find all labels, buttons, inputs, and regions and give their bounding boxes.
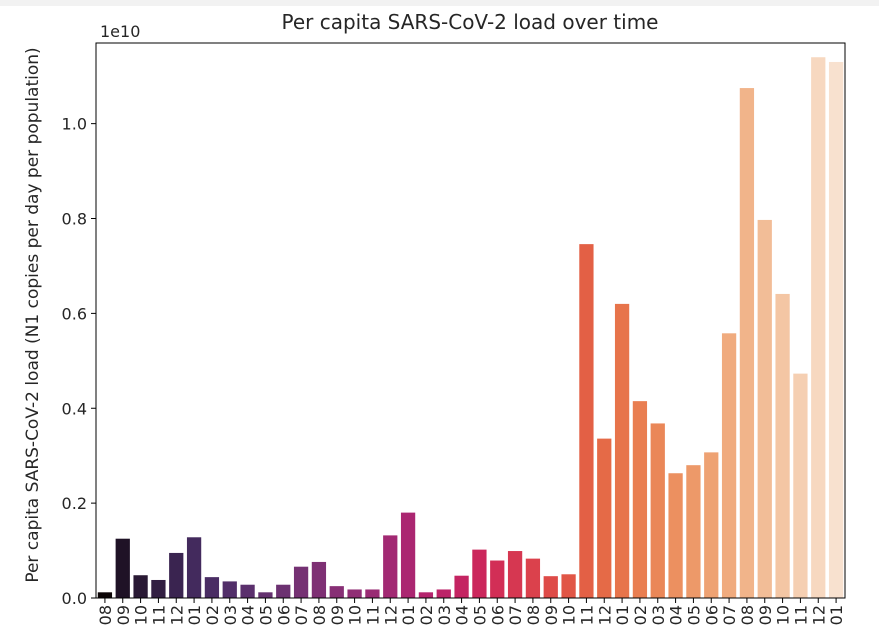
x-tick-label: 11 — [791, 605, 810, 625]
x-tick-label: 06 — [702, 605, 721, 625]
bar — [686, 465, 701, 598]
bar — [204, 577, 220, 598]
x-tick-label: 02 — [631, 605, 650, 625]
x-tick-label: 04 — [667, 605, 686, 625]
y-tick-label: 0.0 — [62, 589, 87, 608]
bar — [276, 584, 291, 598]
bar — [115, 538, 130, 598]
x-tick-label: 07 — [292, 605, 311, 625]
bar — [597, 438, 612, 598]
bars — [97, 57, 844, 599]
x-tick-label: 08 — [310, 605, 329, 625]
bar — [561, 574, 576, 598]
y-ticks: 0.0 0.2 0.4 0.6 0.8 1.0 — [62, 115, 96, 608]
x-tick-label: 12 — [381, 605, 400, 625]
bar — [721, 333, 737, 598]
bar — [614, 303, 630, 598]
bar — [169, 552, 184, 598]
bar — [186, 537, 202, 598]
bar — [650, 423, 665, 598]
x-tick-label: 05 — [684, 605, 703, 625]
bar — [579, 244, 594, 598]
bar — [828, 61, 844, 598]
x-tick-label: 06 — [488, 605, 507, 625]
bar — [97, 592, 113, 598]
x-tick-label: 02 — [203, 605, 222, 625]
y-offset-label: 1e10 — [100, 22, 140, 41]
bar — [293, 566, 309, 598]
bar — [507, 551, 523, 598]
bar — [668, 473, 683, 598]
x-tick-label: 09 — [756, 605, 775, 625]
x-tick-label: 03 — [221, 605, 240, 625]
x-tick-label: 09 — [328, 605, 347, 625]
bar — [525, 558, 541, 598]
bar — [383, 535, 398, 598]
x-tick-label: 02 — [417, 605, 436, 625]
x-tick-label: 09 — [114, 605, 133, 625]
bar — [472, 549, 487, 598]
x-tick-label: 04 — [453, 605, 472, 625]
x-tick-label: 11 — [577, 605, 596, 625]
bar — [133, 575, 148, 598]
x-tick-label: 05 — [256, 605, 275, 625]
bar — [400, 512, 416, 598]
bar — [543, 576, 558, 598]
x-tick-label: 11 — [363, 605, 382, 625]
bar — [739, 88, 755, 599]
x-tick-label: 01 — [185, 605, 204, 625]
x-tick-label: 01 — [399, 605, 418, 625]
bar — [454, 575, 469, 598]
top-border — [0, 0, 879, 6]
y-tick-label: 0.6 — [62, 304, 87, 323]
x-tick-label: 08 — [96, 605, 115, 625]
bar — [347, 589, 362, 598]
bar — [222, 581, 237, 598]
y-tick-label: 0.2 — [62, 494, 87, 513]
x-tick-label: 01 — [613, 605, 632, 625]
x-tick-label: 03 — [435, 605, 454, 625]
x-tick-label: 07 — [506, 605, 525, 625]
chart-title: Per capita SARS-CoV-2 load over time — [281, 10, 658, 34]
x-tick-label: 11 — [149, 605, 168, 625]
bar — [811, 57, 826, 598]
bar — [311, 561, 327, 598]
bar — [365, 589, 380, 598]
x-tick-label: 04 — [239, 605, 258, 625]
x-ticks: 0809101112010203040506070809101112010203… — [96, 598, 846, 625]
x-tick-label: 10 — [774, 605, 793, 625]
y-tick-label: 1.0 — [62, 115, 87, 134]
bar — [418, 592, 434, 598]
plot-frame — [95, 42, 846, 599]
x-tick-label: 05 — [470, 605, 489, 625]
x-tick-label: 01 — [827, 605, 846, 625]
bar — [151, 579, 166, 598]
x-tick-label: 03 — [649, 605, 668, 625]
bar — [258, 592, 273, 598]
y-tick-label: 0.4 — [62, 399, 87, 418]
bar — [436, 589, 451, 598]
bar — [329, 586, 344, 598]
x-tick-label: 06 — [274, 605, 293, 625]
x-tick-label: 07 — [720, 605, 739, 625]
bar — [775, 293, 790, 598]
bar — [490, 560, 505, 598]
x-tick-label: 10 — [132, 605, 151, 625]
x-tick-label: 10 — [560, 605, 579, 625]
bar — [793, 373, 808, 598]
x-tick-label: 12 — [809, 605, 828, 625]
x-tick-label: 12 — [167, 605, 186, 625]
x-tick-label: 09 — [542, 605, 561, 625]
x-tick-label: 08 — [524, 605, 543, 625]
y-tick-label: 0.8 — [62, 210, 87, 229]
x-tick-label: 08 — [738, 605, 757, 625]
bar — [240, 584, 255, 598]
x-tick-label: 12 — [595, 605, 614, 625]
x-tick-label: 10 — [346, 605, 365, 625]
y-axis-label: Per capita SARS-CoV-2 load (N1 copies pe… — [23, 47, 43, 582]
bar — [757, 219, 772, 598]
bar — [632, 401, 648, 598]
bar — [704, 452, 719, 598]
